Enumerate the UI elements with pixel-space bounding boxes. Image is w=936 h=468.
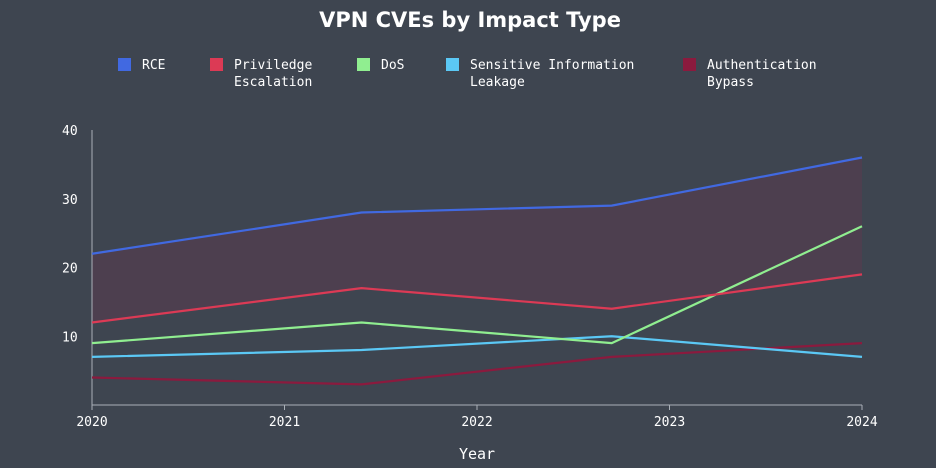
series-lines xyxy=(91,156,863,386)
legend-label-5-line-1: Authentication xyxy=(707,58,817,73)
series-line-sensitive-information-leakage xyxy=(91,335,863,358)
x-ticks: 2020 2021 2022 2023 2024 xyxy=(76,405,878,430)
y-ticks: 10 20 30 40 xyxy=(62,124,78,345)
legend: RCE Priviledge Escalation DoS Sensitive Info… xyxy=(118,58,817,90)
legend-label-4-line-1: Sensitive Information xyxy=(470,58,634,73)
legend-label-4-line-2: Leakage xyxy=(470,75,525,90)
legend-label-5-line-2: Bypass xyxy=(707,75,754,90)
legend-swatch-2 xyxy=(210,58,223,71)
legend-swatch-3 xyxy=(357,58,370,71)
series-line-priviledge-escalation xyxy=(91,273,863,324)
x-axis-title: Year xyxy=(459,445,495,463)
rce-escalation-shaded-band xyxy=(92,157,862,323)
y-tick-label-30: 30 xyxy=(62,193,78,208)
x-tick-label-2023: 2023 xyxy=(654,415,685,430)
series-line-authentication-bypass xyxy=(91,342,863,386)
legend-swatch-5 xyxy=(683,58,696,71)
shaded-band-group xyxy=(92,157,862,323)
x-tick-label-2024: 2024 xyxy=(846,415,877,430)
series-line-dos xyxy=(91,225,863,345)
y-tick-label-10: 10 xyxy=(62,330,78,345)
legend-swatch-4 xyxy=(446,58,459,71)
legend-label-2-line-2: Escalation xyxy=(234,75,312,90)
y-tick-label-20: 20 xyxy=(62,262,78,277)
x-tick-label-2021: 2021 xyxy=(269,415,300,430)
legend-label-2-line-1: Priviledge xyxy=(234,58,312,73)
x-tick-label-2022: 2022 xyxy=(461,415,492,430)
y-tick-label-40: 40 xyxy=(62,124,78,139)
chart-title: VPN CVEs by Impact Type xyxy=(319,8,621,32)
legend-label-1-line-1: RCE xyxy=(142,58,165,73)
legend-swatch-1 xyxy=(118,58,131,71)
x-tick-label-2020: 2020 xyxy=(76,415,107,430)
legend-label-3-line-1: DoS xyxy=(381,58,404,73)
series-line-rce xyxy=(91,156,863,255)
